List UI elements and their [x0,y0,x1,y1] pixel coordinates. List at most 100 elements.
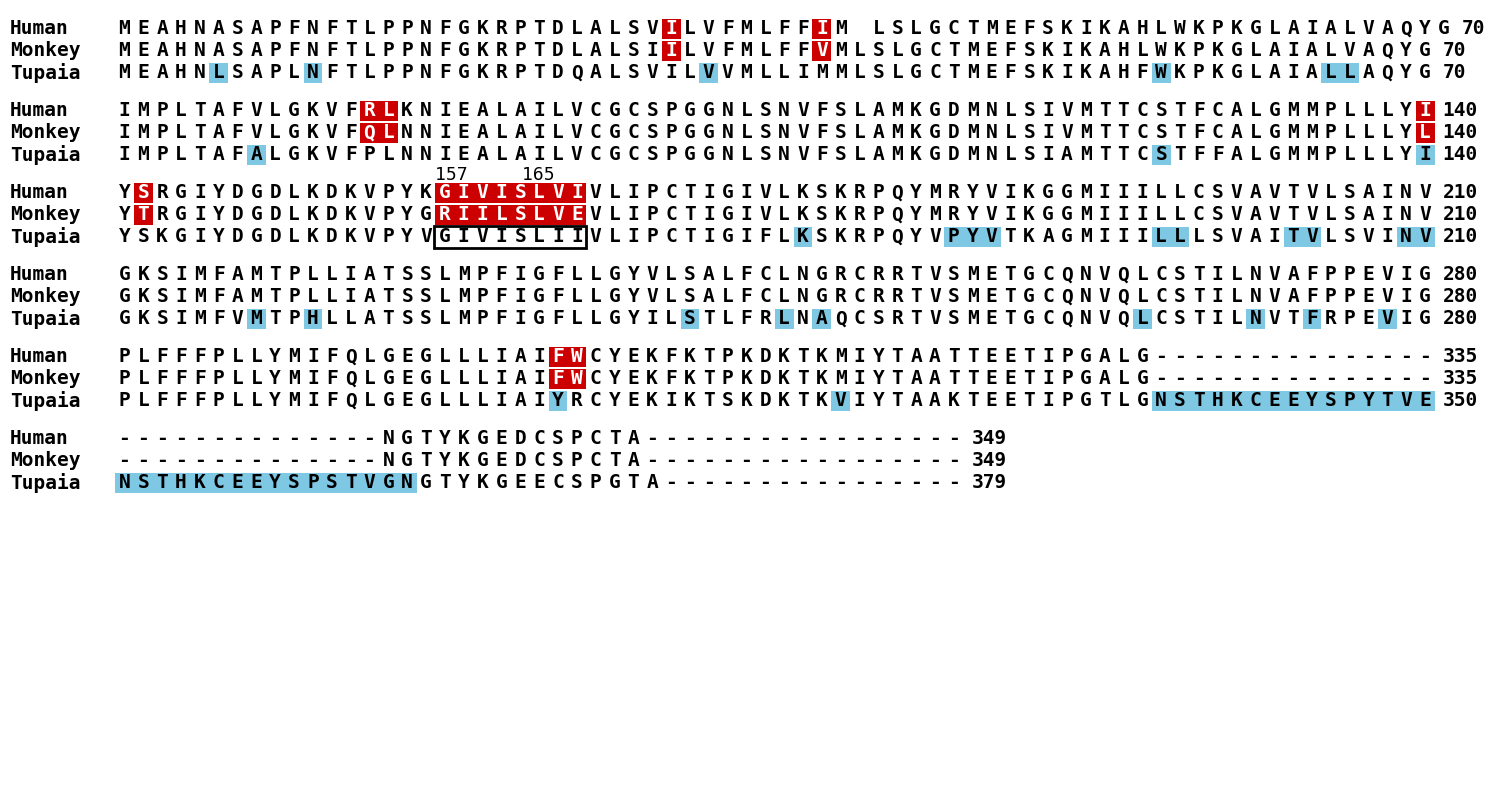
Text: M: M [836,347,846,367]
Text: -: - [910,430,922,448]
Text: G: G [1023,310,1035,329]
Text: G: G [440,184,452,202]
Text: S: S [1023,124,1035,143]
Text: -: - [664,430,676,448]
Text: I: I [1118,184,1130,202]
Text: -: - [741,430,753,448]
Text: L: L [1250,63,1262,83]
Text: G: G [684,102,696,120]
Text: D: D [514,452,526,471]
Bar [1416,101,1434,121]
Text: L: L [590,310,602,329]
Text: L: L [891,63,903,83]
Text: T: T [1287,228,1299,246]
Text: S: S [156,287,168,306]
Text: T: T [796,370,808,388]
Text: I: I [1382,228,1394,246]
Text: G: G [420,473,432,492]
Text: T: T [1023,370,1035,388]
Text: L: L [684,63,696,83]
Text: G: G [1269,145,1280,164]
Text: P: P [118,391,130,411]
Text: S: S [514,228,526,246]
Text: A: A [1250,184,1262,202]
Text: F: F [345,145,357,164]
Text: L: L [477,347,489,367]
Text: I: I [118,124,130,143]
Text: G: G [1269,102,1280,120]
Text: V: V [1230,228,1242,246]
Text: S: S [836,145,846,164]
Text: C: C [552,473,564,492]
Text: V: V [1269,287,1280,306]
Text: -: - [1382,370,1394,388]
Text: Q: Q [1382,42,1394,60]
Bar [1152,145,1170,165]
Text: T: T [270,265,280,285]
Text: Y: Y [910,184,922,202]
Text: R: R [759,310,771,329]
Text: E: E [402,347,412,367]
Text: Q: Q [1060,287,1072,306]
Text: T: T [627,473,639,492]
Text: -: - [1212,347,1224,367]
Text: N: N [796,287,808,306]
Text: L: L [213,63,225,83]
Text: S: S [1023,42,1035,60]
Text: M: M [458,310,470,329]
Text: -: - [759,452,771,471]
Text: A: A [156,42,168,60]
Text: C: C [1155,265,1167,285]
Text: G: G [704,102,714,120]
Text: A: A [873,145,885,164]
Text: -: - [213,430,225,448]
Text: -: - [308,452,320,471]
Text: S: S [1344,205,1356,225]
Text: E: E [986,370,998,388]
Text: K: K [1174,42,1186,60]
Text: D: D [552,42,564,60]
Bar [134,183,153,203]
Text: S: S [759,145,771,164]
Text: K: K [1098,19,1110,38]
Text: G: G [251,184,262,202]
Text: L: L [572,265,582,285]
Text: F: F [231,102,243,120]
Text: T: T [891,347,903,367]
Text: E: E [402,370,412,388]
Text: K: K [156,228,168,246]
Text: I: I [627,205,639,225]
Text: L: L [873,19,885,38]
Text: G: G [1419,310,1431,329]
Text: I: I [704,184,714,202]
Text: K: K [1212,42,1224,60]
Text: G: G [458,42,470,60]
Text: -: - [1269,347,1280,367]
Text: L: L [741,124,753,143]
Text: V: V [1306,205,1318,225]
Text: F: F [741,265,753,285]
Text: S: S [1174,310,1186,329]
Text: -: - [345,430,357,448]
Text: F: F [1306,310,1318,329]
Text: I: I [1401,287,1411,306]
Text: I: I [741,228,753,246]
Text: H: H [308,310,320,329]
Text: -: - [910,452,922,471]
Text: I: I [572,228,582,246]
Text: P: P [664,102,676,120]
Text: Y: Y [440,430,452,448]
Text: C: C [853,310,865,329]
Bar [228,473,248,493]
Text: V: V [552,205,564,225]
Text: V: V [704,19,714,38]
Text: T: T [1192,287,1204,306]
Text: 140: 140 [1443,124,1478,143]
Text: N: N [1250,310,1262,329]
Text: G: G [251,228,262,246]
Text: F: F [741,310,753,329]
Text: R: R [156,205,168,225]
Text: P: P [722,347,734,367]
Text: -: - [156,430,168,448]
Text: -: - [853,452,865,471]
